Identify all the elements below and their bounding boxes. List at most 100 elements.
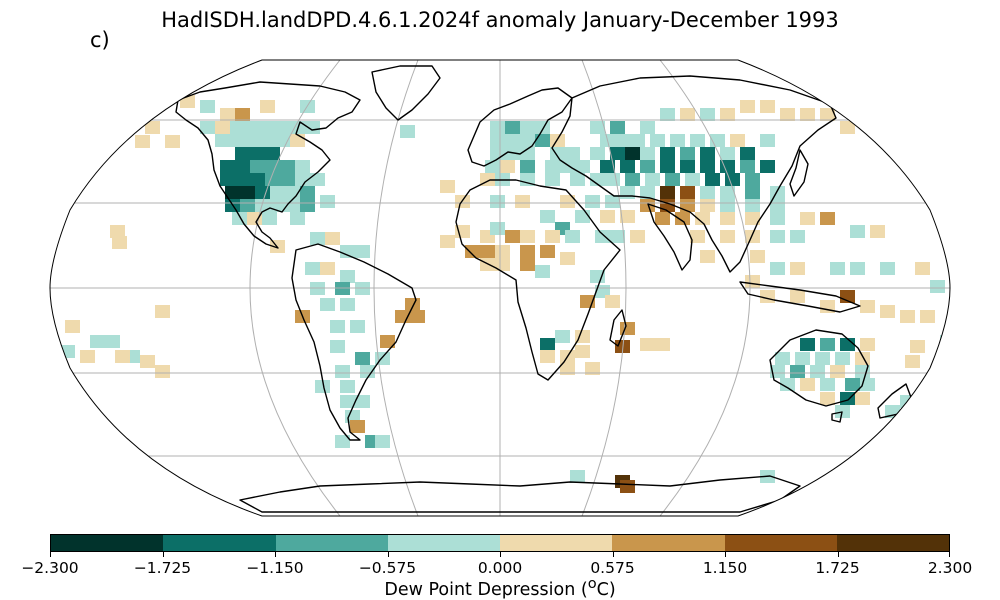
colorbar-tick-label: −1.725 [133,559,192,577]
anomaly-cell [340,245,355,258]
anomaly-cell [855,392,870,405]
anomaly-cell [90,335,105,348]
anomaly-cell [505,147,520,160]
panel-label: c) [90,28,110,52]
colorbar-segment [500,535,613,551]
anomaly-cell [575,210,590,223]
anomaly-cell [770,186,785,199]
anomaly-cell [440,235,455,248]
anomaly-cell [695,212,710,225]
coast-india [647,203,693,271]
anomaly-cell [835,352,850,365]
anomaly-cell [770,262,785,275]
anomaly-cell [650,134,665,147]
anomaly-cell [80,350,95,363]
anomaly-cell [630,230,645,243]
anomaly-cell [620,322,635,335]
anomaly-cell [155,305,170,318]
anomaly-cell [560,362,575,375]
colorbar-tick-mark [500,552,501,557]
anomaly-cell [350,420,365,433]
anomaly-cell [720,212,735,225]
anomaly-cell [820,212,835,225]
anomaly-cell [840,392,855,405]
anomaly-cell [495,245,510,258]
anomaly-cell [870,225,885,238]
anomaly-cell [200,121,215,134]
anomaly-cell [265,160,280,173]
anomaly-cell [810,365,825,378]
anomaly-cell [260,100,275,113]
colorbar-tick-label: −1.150 [246,559,304,577]
anomaly-cell [630,134,645,147]
colorbar-tick-mark [725,552,726,557]
anomaly-grid-cells [60,95,950,493]
anomaly-cell [745,230,760,243]
anomaly-cell [720,230,735,243]
anomaly-cell [660,186,675,199]
anomaly-cell [560,195,575,208]
anomaly-cell [850,262,865,275]
anomaly-cell [720,147,735,160]
anomaly-cell [700,108,715,121]
coast-europe [467,87,573,167]
anomaly-cell [515,195,530,208]
anomaly-cell [540,210,555,223]
longitude-line-120e [659,60,751,516]
anomaly-cell [250,147,265,160]
anomaly-cell [545,173,560,186]
anomaly-cell [930,280,945,293]
anomaly-cell [680,160,695,173]
anomaly-cell [595,230,610,243]
anomaly-cell [440,180,455,193]
anomaly-cell [830,262,845,275]
anomaly-cell [745,173,760,186]
anomaly-cell [232,212,247,225]
map-title: HadISDH.landDPD.4.6.1.2024f anomaly Janu… [161,8,839,32]
anomaly-cell [520,147,535,160]
colorbar [50,534,950,552]
anomaly-cell [245,134,260,147]
coast-tasmania [831,411,843,423]
anomaly-cell [835,405,850,418]
anomaly-cell [605,195,620,208]
colorbar-label-sup: o [587,575,597,592]
anomaly-cell [455,225,470,238]
anomaly-cell [720,199,735,212]
anomaly-cell [740,160,755,173]
anomaly-cell [520,121,535,134]
anomaly-cell [770,365,785,378]
anomaly-cell [325,232,340,245]
anomaly-cell [625,173,640,186]
anomaly-cell [290,212,305,225]
globe-outline [49,59,951,517]
anomaly-cell [855,352,870,365]
anomaly-cell [520,230,535,243]
anomaly-cell [840,121,855,134]
anomaly-cell [700,147,715,160]
colorbar-tick-mark [949,552,950,557]
anomaly-cell [690,134,705,147]
longitude-line-60e [581,60,627,516]
anomaly-cell [640,147,655,160]
anomaly-cell [545,230,560,243]
anomaly-cell [800,212,815,225]
anomaly-cell [640,338,655,351]
anomaly-cell [815,352,830,365]
anomaly-cell [780,378,795,391]
anomaly-cell [310,232,325,245]
anomaly-cell [860,300,875,313]
anomaly-cell [375,435,390,448]
anomaly-cell [255,199,270,212]
anomaly-cell [230,134,245,147]
anomaly-cell [355,245,370,258]
anomaly-cell [275,121,290,134]
anomaly-cell [830,365,845,378]
anomaly-cell [940,335,950,348]
anomaly-cell [670,134,685,147]
longitude-line-120w [249,60,341,516]
coast-australia [769,329,869,407]
anomaly-cell [600,210,615,223]
anomaly-cell [685,173,700,186]
anomaly-cell [490,134,505,147]
